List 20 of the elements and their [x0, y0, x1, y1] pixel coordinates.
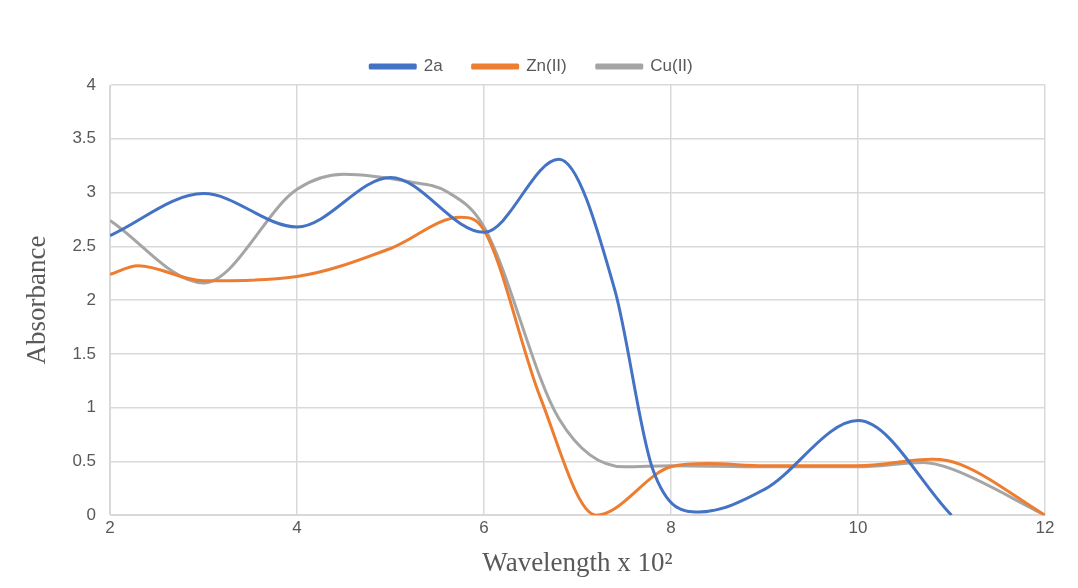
x-tick-label: 10: [848, 518, 868, 538]
y-tick-label: 3: [86, 182, 97, 202]
y-tick-label: 1: [86, 397, 97, 417]
x-tick-label: 4: [292, 518, 302, 538]
y-tick-label: 2: [86, 289, 97, 309]
x-axis-title: Wavelength x 10²: [482, 546, 673, 577]
y-tick-label: 4: [86, 74, 97, 94]
x-tick-label: 12: [1035, 518, 1055, 538]
x-tick-label: 8: [666, 518, 676, 538]
legend-label: 2a: [423, 56, 444, 76]
y-tick-label: 3.5: [72, 128, 97, 148]
y-tick-label: 1.5: [72, 343, 97, 363]
x-tick-label: 2: [105, 518, 115, 538]
y-axis-title: Absorbance: [21, 235, 52, 365]
y-tick-label: 2.5: [72, 236, 97, 256]
y-tick-label: 0.5: [72, 451, 97, 471]
x-tick-label: 6: [479, 518, 489, 538]
y-tick-label: 0: [86, 504, 97, 524]
legend-label: Zn(II): [526, 56, 567, 76]
legend-label: Cu(II): [650, 56, 693, 76]
